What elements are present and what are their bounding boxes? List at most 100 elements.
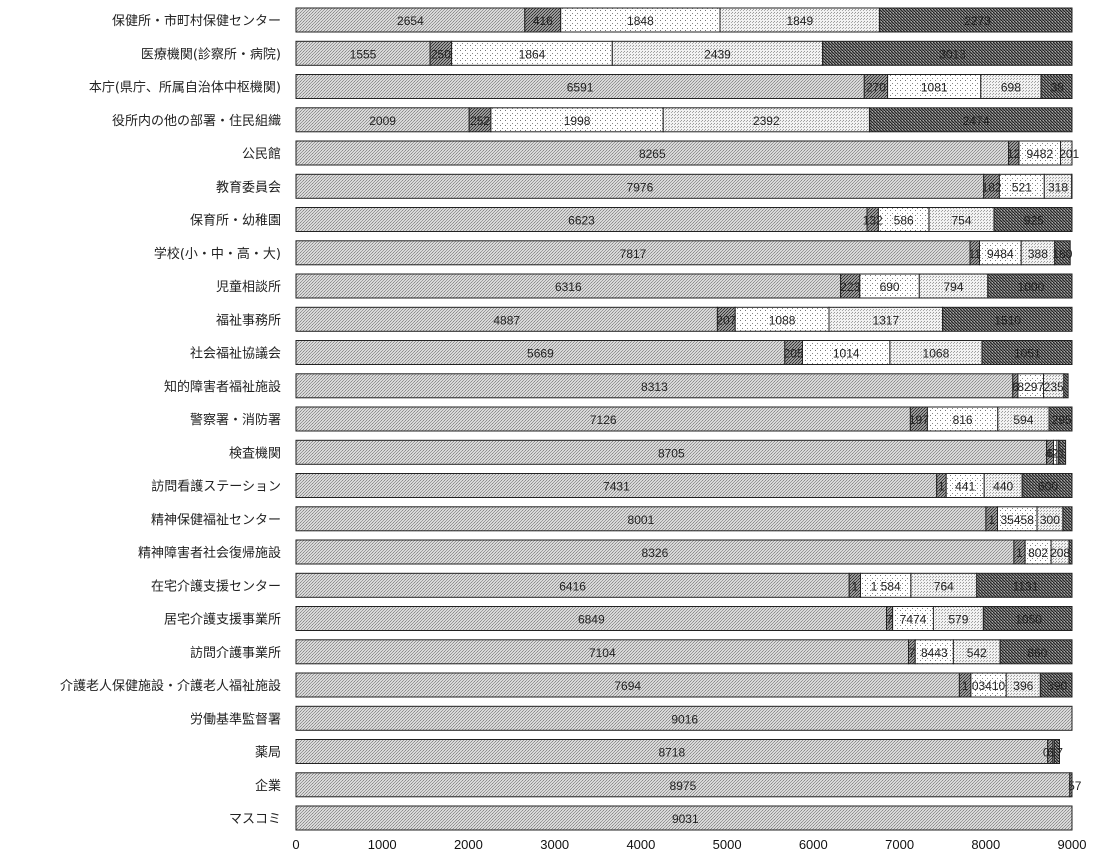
x-tick-label: 5000	[713, 837, 742, 852]
data-label: 8705	[658, 446, 685, 460]
bar-segment	[1005, 672, 1041, 698]
data-label: 7431	[603, 480, 630, 494]
data-label: 1848	[627, 14, 654, 28]
bar-segment	[998, 173, 1045, 199]
x-tick-label: 1000	[368, 837, 397, 852]
data-label: 7976	[627, 180, 654, 194]
bar-segment	[490, 107, 664, 133]
data-label: 600	[1038, 480, 1058, 494]
data-label: 1088	[769, 313, 796, 327]
data-label: 440	[993, 480, 1013, 494]
bar-segment	[295, 705, 1073, 731]
category-label: 学校(小・中・高・大)	[154, 246, 281, 262]
bar-segment	[1040, 74, 1073, 99]
data-label: 6	[1047, 746, 1054, 760]
bar-segment	[982, 606, 1073, 631]
data-label: 7474	[900, 613, 927, 627]
data-label: 1051	[1014, 347, 1041, 361]
category-label: 保健所・市町村保健センター	[112, 13, 281, 29]
bar-segment	[910, 572, 978, 598]
data-label: 6591	[567, 81, 594, 95]
data-label: 8001	[628, 513, 655, 527]
category-label: 福祉事務所	[216, 313, 281, 328]
data-label: 6849	[578, 613, 605, 627]
data-label: 1510	[994, 313, 1021, 327]
data-label: 1864	[519, 47, 546, 61]
x-tick-label: 8000	[971, 837, 1000, 852]
bar-segment	[987, 273, 1073, 299]
x-tick-label: 6000	[799, 837, 828, 852]
bar-segment	[1060, 140, 1073, 166]
data-label: 1849	[786, 14, 813, 28]
data-label: 390	[1047, 679, 1067, 693]
bar-segment	[860, 572, 912, 598]
bar-segment	[295, 805, 1073, 831]
data-label: 270	[866, 81, 886, 95]
data-label: 594	[1013, 413, 1033, 427]
bar-segment	[1068, 539, 1073, 565]
bar-segment	[877, 207, 930, 232]
data-label: 416	[533, 14, 553, 28]
data-label: 295	[1052, 413, 1072, 427]
data-label: 860	[1027, 646, 1047, 660]
data-label: 754	[951, 214, 971, 228]
data-label: 4887	[493, 313, 520, 327]
data-label: 252	[470, 114, 490, 128]
data-label: 2439	[704, 47, 731, 61]
bar-segment	[295, 473, 938, 498]
bar-segment	[295, 606, 887, 631]
category-label: マスコミ	[229, 812, 281, 827]
data-label: 1081	[921, 81, 948, 95]
category-label: 警察署・消防署	[190, 412, 281, 428]
bar-segment	[981, 340, 1073, 365]
bar-segment	[1053, 739, 1061, 764]
bar-segment	[802, 340, 891, 365]
category-label: 社会福祉協議会	[190, 346, 281, 362]
data-label: 925	[1024, 214, 1044, 228]
bar-segment	[999, 639, 1073, 665]
data-label: 182	[982, 180, 1002, 194]
category-label: 労働基準監督署	[190, 711, 281, 727]
data-label: 7104	[589, 646, 616, 660]
data-label: 521	[1012, 180, 1032, 194]
data-label: 542	[967, 646, 987, 660]
data-label: 802	[1028, 546, 1048, 560]
bar-segment	[295, 40, 431, 66]
x-tick-label: 3000	[540, 837, 569, 852]
data-label: 1	[851, 579, 858, 593]
category-label: 在宅介護支援センター	[151, 578, 281, 594]
data-label: 1 584	[871, 579, 901, 593]
data-label: 9016	[671, 712, 698, 726]
bar-segment	[295, 672, 960, 698]
data-label: 03410	[972, 679, 1006, 693]
bar-segment	[983, 473, 1023, 498]
data-label: 57	[1068, 779, 1082, 793]
data-label: 12	[1007, 147, 1021, 161]
data-label: 2474	[963, 114, 990, 128]
data-label: 6	[1047, 446, 1054, 460]
data-label: 8443	[921, 646, 948, 660]
bar-segment	[997, 506, 1038, 532]
category-label: 児童相談所	[216, 279, 281, 295]
data-label: 8326	[642, 546, 669, 560]
data-label: 1	[962, 679, 969, 693]
category-label: 精神障害者社会復帰施設	[138, 545, 281, 561]
bar-segment	[295, 207, 868, 232]
data-label: 9482	[1026, 147, 1053, 161]
bar-segment	[892, 606, 934, 631]
bar-segment	[928, 207, 995, 232]
data-label: 35458	[1001, 513, 1035, 527]
bar-segment	[1020, 240, 1056, 266]
data-label: 6316	[555, 280, 582, 294]
bar-segment	[295, 539, 1015, 565]
category-label: 教育委員会	[216, 179, 281, 195]
data-label: 208	[1050, 546, 1070, 560]
data-label: 6623	[568, 214, 595, 228]
bar-segment	[822, 40, 1073, 66]
bar-segment	[1039, 672, 1073, 698]
bar-segment	[932, 606, 984, 631]
x-tick-label: 7000	[885, 837, 914, 852]
data-label: 1000	[1018, 280, 1045, 294]
bar-segment	[1043, 173, 1073, 199]
